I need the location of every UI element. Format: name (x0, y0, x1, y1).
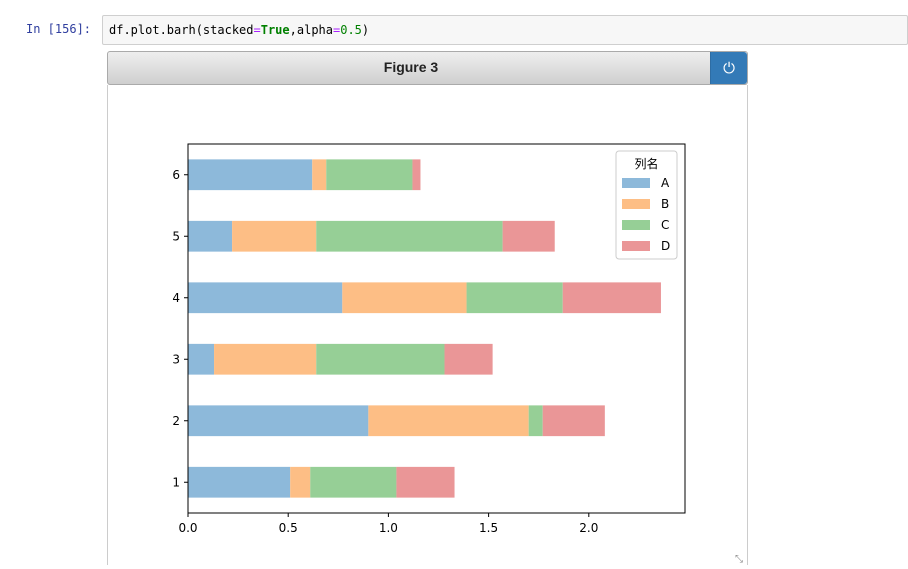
legend-label-C: C (661, 218, 669, 232)
bar-D-2 (542, 405, 605, 437)
legend-label-D: D (661, 239, 670, 253)
y-tick-label: 1 (172, 475, 180, 489)
bar-C-2 (528, 405, 543, 437)
bar-D-5 (502, 220, 555, 252)
bar-C-6 (326, 159, 413, 191)
bar-C-3 (316, 343, 445, 375)
bar-C-1 (310, 466, 397, 498)
bar-B-1 (290, 466, 311, 498)
close-figure-button[interactable]: ⏻ (710, 52, 747, 84)
legend-title: 列名 (634, 156, 658, 171)
bar-A-2 (188, 405, 369, 437)
bar-B-6 (312, 159, 327, 191)
legend-swatch-A (622, 178, 650, 188)
legend-swatch-C (622, 220, 650, 230)
x-tick-label: 1.0 (379, 521, 398, 535)
y-tick-label: 6 (172, 168, 180, 182)
cell-prompt: In [156]: (26, 22, 92, 36)
bar-B-3 (214, 343, 317, 375)
legend-swatch-B (622, 199, 650, 209)
legend-swatch-D (622, 241, 650, 251)
y-tick-label: 5 (172, 229, 180, 243)
bar-D-1 (396, 466, 455, 498)
bar-A-5 (188, 220, 233, 252)
code-text: df.plot.barh(stacked=True,alpha=0.5) (109, 23, 370, 37)
bar-C-5 (316, 220, 503, 252)
y-tick-label: 4 (172, 291, 180, 305)
bar-B-4 (342, 282, 467, 314)
bar-D-6 (412, 159, 421, 191)
bar-D-3 (444, 343, 493, 375)
bar-D-4 (562, 282, 661, 314)
resize-handle[interactable]: ⤡ (735, 554, 743, 565)
bar-B-5 (232, 220, 317, 252)
x-tick-label: 2.0 (579, 521, 598, 535)
figure-title: Figure 3 (383, 59, 439, 75)
power-icon: ⏻ (723, 59, 735, 77)
x-tick-label: 1.5 (479, 521, 498, 535)
bar-A-6 (188, 159, 313, 191)
bar-C-4 (466, 282, 563, 314)
bar-B-2 (368, 405, 529, 437)
figure-canvas[interactable]: 1 2 3 4 5 6 0.0 0.5 1.0 1.5 2.0 列名 A B C D ⤡ (107, 85, 748, 565)
x-tick-label: 0.5 (279, 521, 298, 535)
bar-A-1 (188, 466, 291, 498)
y-tick-label: 2 (172, 414, 180, 428)
bar-A-3 (188, 343, 215, 375)
plot-frame (187, 143, 686, 514)
legend-label-A: A (661, 176, 670, 190)
x-tick-label: 0.0 (178, 521, 197, 535)
legend-label-B: B (661, 197, 669, 211)
figure-header: Figure 3 ⏻ (107, 51, 748, 85)
bar-A-4 (188, 282, 343, 314)
code-cell-input[interactable]: df.plot.barh(stacked=True,alpha=0.5) (102, 15, 908, 45)
y-tick-label: 3 (172, 352, 180, 366)
